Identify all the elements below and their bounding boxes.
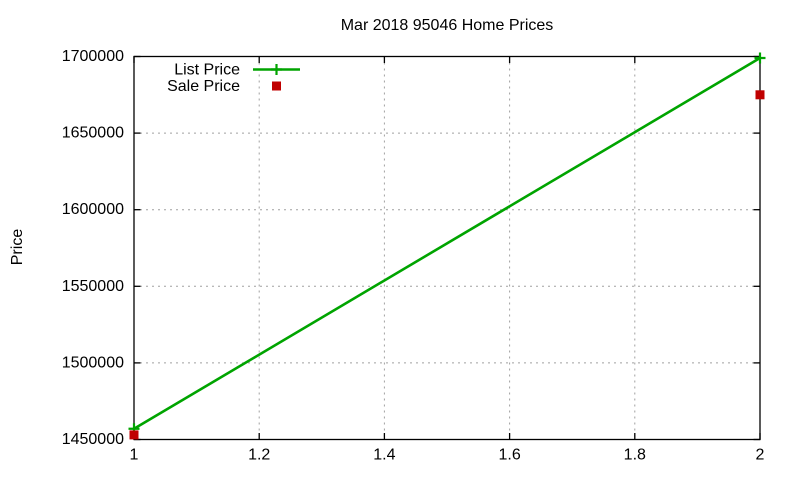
legend-label-sale-price: Sale Price — [167, 78, 240, 95]
sale-price-point — [129, 430, 139, 440]
x-tick-label: 1 — [130, 447, 139, 464]
legend-marker-sale-price — [272, 81, 281, 91]
legend-marker-list-price — [271, 64, 282, 75]
y-tick-label: 1700000 — [62, 48, 124, 65]
legend-label-list-price: List Price — [174, 62, 240, 79]
y-tick-label: 1600000 — [62, 201, 124, 218]
y-tick-label: 1450000 — [62, 431, 124, 448]
x-tick-label: 1.2 — [248, 447, 270, 464]
x-tick-label: 2 — [756, 447, 765, 464]
sale-price-point — [755, 90, 765, 100]
y-tick-label: 1550000 — [62, 278, 124, 295]
x-tick-label: 1.8 — [624, 447, 646, 464]
list-price-line — [133, 56, 761, 430]
x-tick-label: 1.6 — [498, 447, 520, 464]
y-tick-label: 1500000 — [62, 354, 124, 371]
list-price-point — [754, 52, 766, 64]
y-tick-label: 1650000 — [62, 125, 124, 142]
plot-border — [133, 55, 761, 441]
x-tick-label: 1.4 — [373, 447, 395, 464]
chart-title: Mar 2018 95046 Home Prices — [340, 17, 554, 34]
